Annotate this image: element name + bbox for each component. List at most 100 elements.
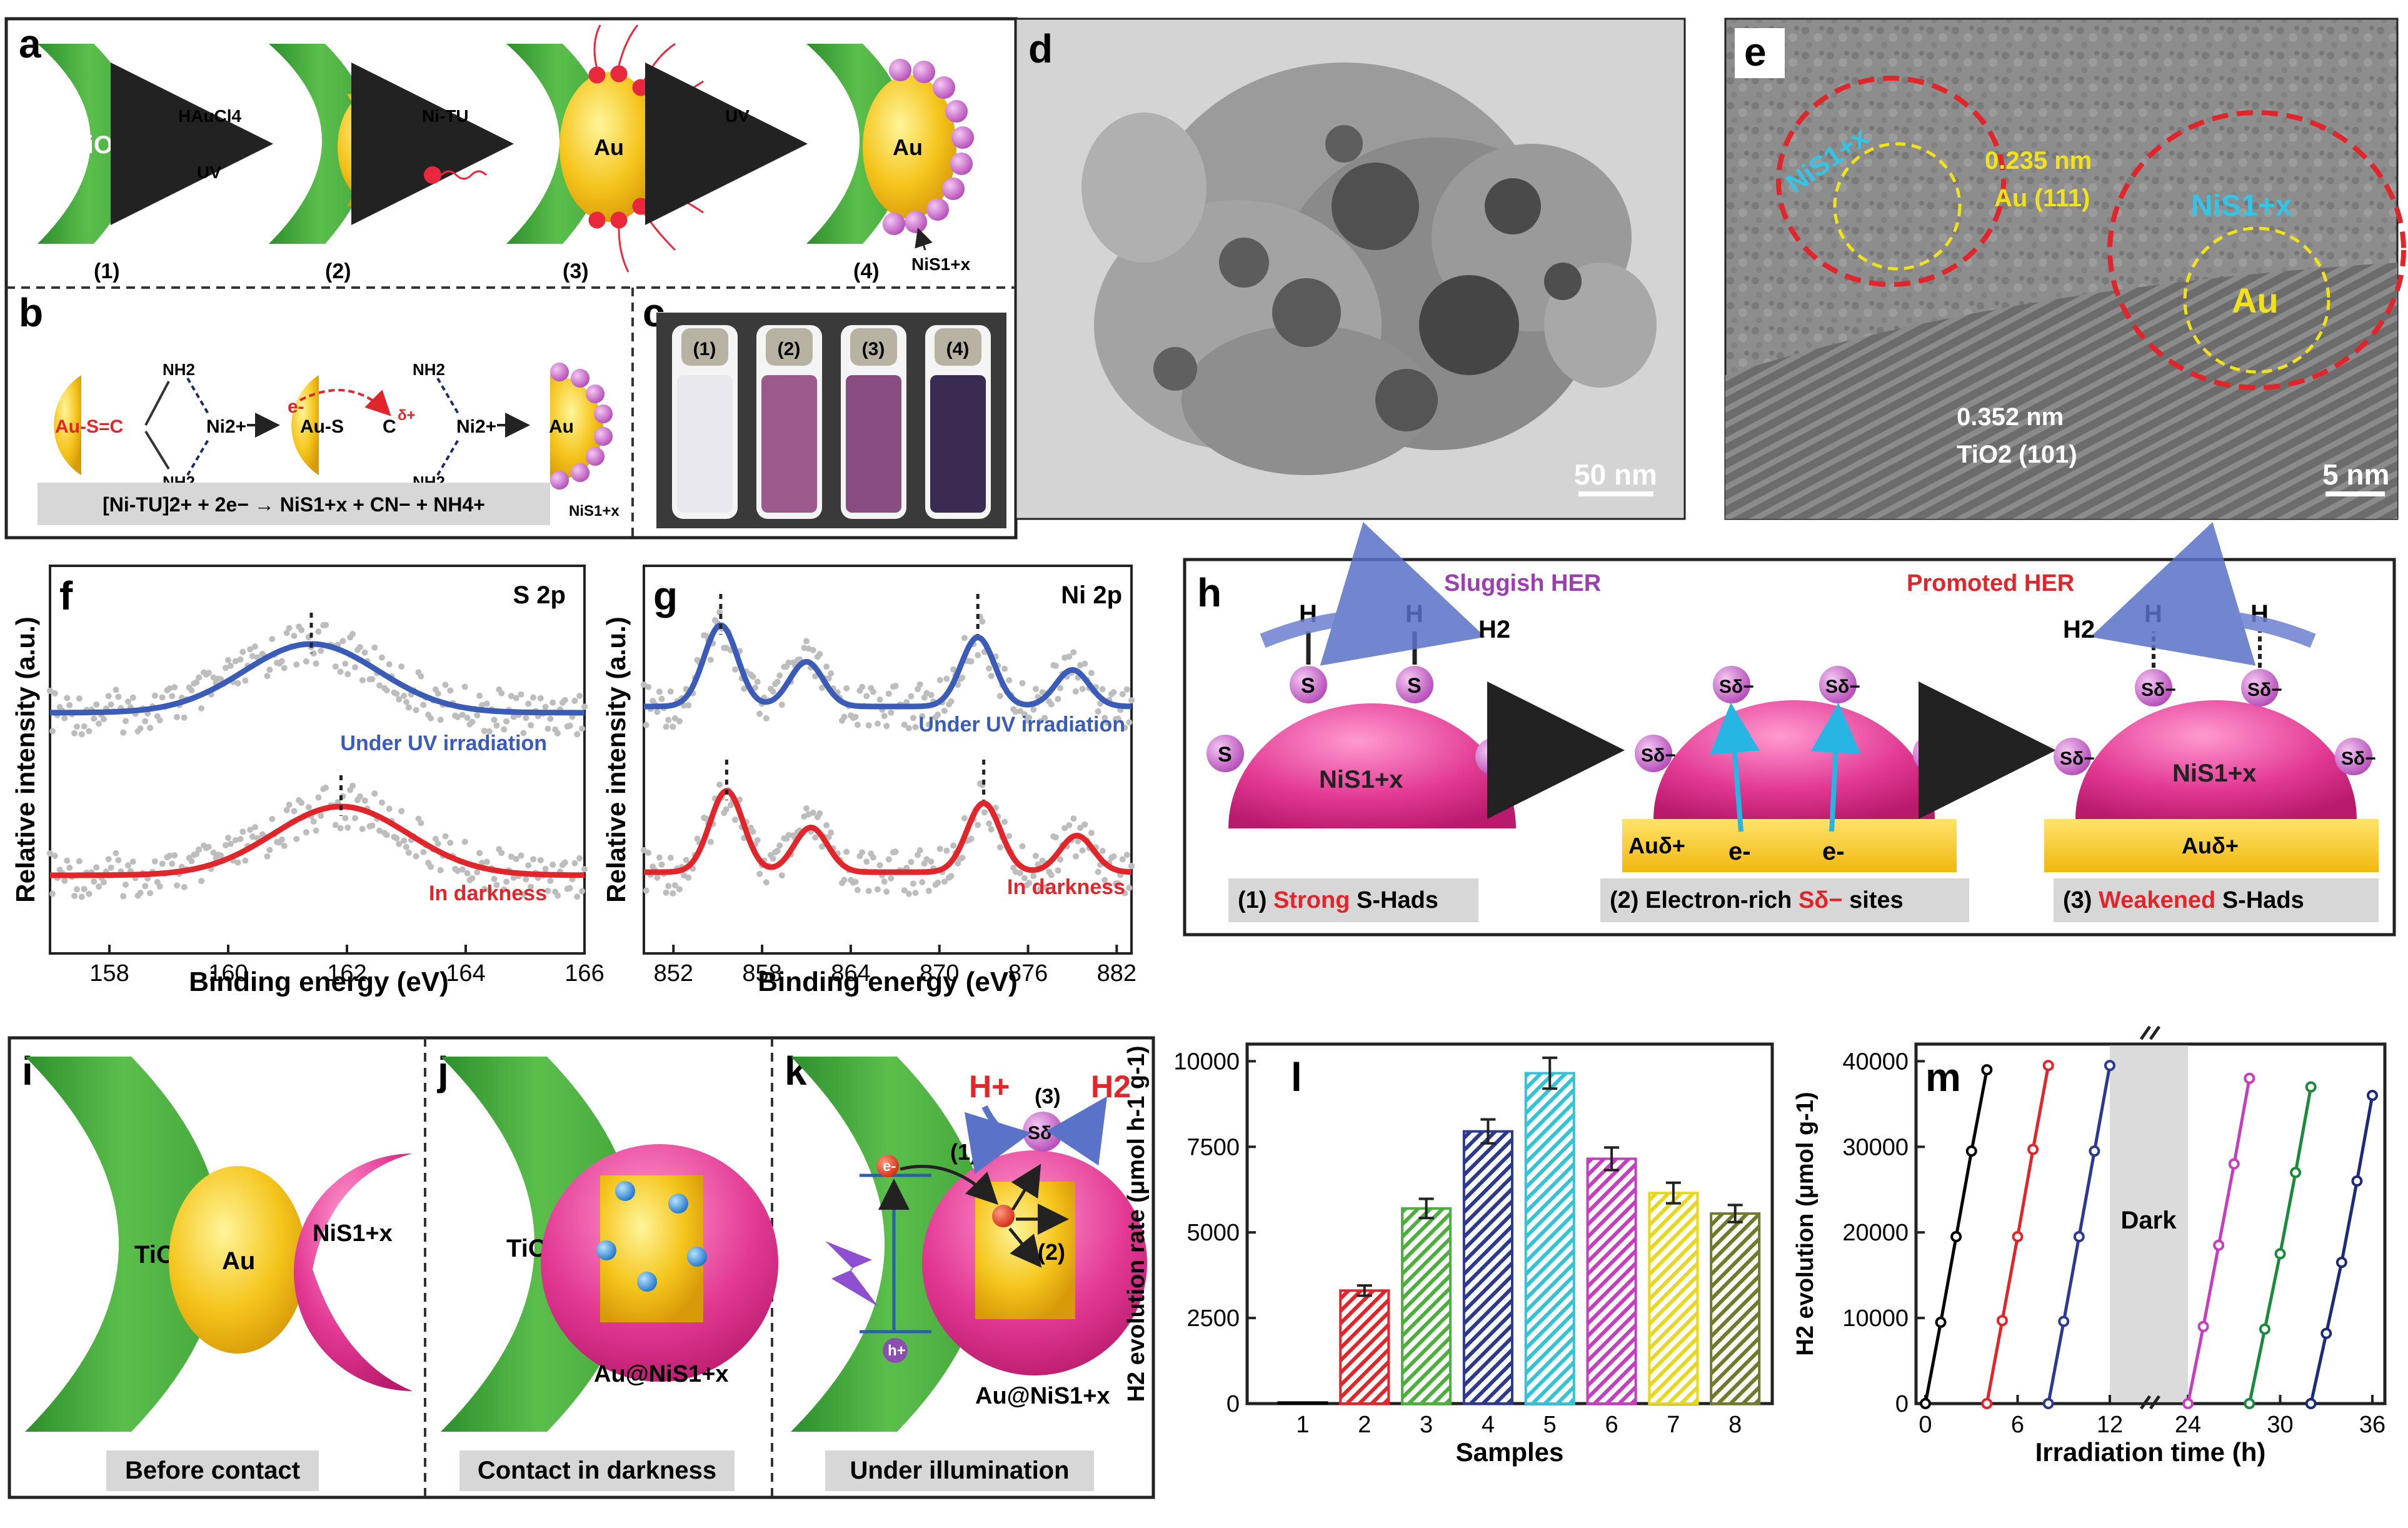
panel-letter-j: j xyxy=(437,1048,449,1093)
scatter-point xyxy=(566,722,573,729)
panel-h: h Sluggish HER Promoted HER NiS1+x S S S… xyxy=(1183,521,2396,937)
x-tick-label-858: 858 xyxy=(742,960,781,987)
scatter-point xyxy=(369,822,376,829)
scatter-point xyxy=(428,715,434,721)
scatter-point xyxy=(476,850,483,857)
scatter-point xyxy=(401,837,408,844)
scatter-point xyxy=(105,856,112,863)
scatter-point xyxy=(398,663,405,670)
lines-m: 0 10000 20000 30000 40000 0 6 12 24 30 36 Irradiati… xyxy=(1792,1025,2385,1467)
scatter-point xyxy=(883,723,890,730)
scatter-point xyxy=(1079,847,1086,854)
scatter-point xyxy=(151,858,158,865)
scatter-point xyxy=(401,693,408,700)
scatter-point xyxy=(1026,880,1033,887)
nitu-dot xyxy=(424,166,441,184)
scatter-point xyxy=(530,856,537,863)
scatter-point xyxy=(108,701,114,708)
scatter-point xyxy=(508,693,514,700)
scatter-point xyxy=(403,843,409,850)
scatter-point xyxy=(1019,680,1026,686)
fit-line-0 xyxy=(644,622,1132,710)
scatter-point xyxy=(870,854,876,861)
scatter-point xyxy=(1072,853,1079,860)
scatter-point xyxy=(571,697,578,704)
panel-letter-f: f xyxy=(59,573,73,618)
scatter-point xyxy=(571,860,578,867)
scatter-point xyxy=(825,675,832,681)
scatter-point xyxy=(756,710,763,717)
series-point-2 xyxy=(2104,1060,2115,1072)
scatter-point xyxy=(283,807,290,813)
scatter-point xyxy=(645,683,652,690)
scatter-point xyxy=(658,695,665,702)
scatter-point xyxy=(667,688,674,695)
au-s-label-2: Au-S xyxy=(300,416,344,437)
scatter-point xyxy=(525,700,532,707)
scatter-point xyxy=(137,725,144,732)
vial-cap-2 xyxy=(766,328,813,366)
scatter-point xyxy=(518,852,524,859)
scatter-point xyxy=(816,651,823,658)
au-s-label: Au-S=C xyxy=(55,416,123,437)
scatter-point xyxy=(305,804,312,811)
scatter-point xyxy=(581,703,588,710)
scatter-point xyxy=(479,860,486,867)
scatter-point xyxy=(925,721,932,728)
scatter-point xyxy=(876,696,883,703)
scatter-point xyxy=(1057,856,1064,863)
panel-letter-h: h xyxy=(1197,570,1222,615)
scatter-point xyxy=(234,859,241,866)
series-point-4 xyxy=(2244,1398,2255,1409)
series-point-1 xyxy=(1981,1398,1993,1409)
scatter-point xyxy=(912,890,919,897)
scatter-point xyxy=(581,866,588,873)
panel-f: f S 2p Relative intensity (a.u.) Binding… xyxy=(11,565,605,997)
scatter-point xyxy=(778,872,785,879)
scatter-point xyxy=(169,693,176,700)
s-h1b: S xyxy=(1301,674,1315,698)
scatter-point xyxy=(663,889,670,896)
vial-cap-3 xyxy=(850,328,897,366)
scatter-point xyxy=(1057,685,1064,691)
scatter-point xyxy=(223,842,229,848)
y-tick-label-0: 0 xyxy=(1895,1391,1909,1417)
series-point-4 xyxy=(2290,1167,2302,1179)
scatter-point xyxy=(78,893,85,900)
scatter-point xyxy=(975,822,981,828)
scatter-point xyxy=(503,878,510,885)
scatter-point xyxy=(454,867,461,874)
s-k: Sδ− xyxy=(1028,1123,1063,1143)
d-spacing-au-plane: Au (111) xyxy=(1994,184,2090,212)
scatter-point xyxy=(234,680,241,686)
scatter-point xyxy=(113,686,119,693)
scatter-point xyxy=(988,826,995,833)
scatter-point xyxy=(498,690,505,696)
scatter-point xyxy=(503,718,510,725)
scatter-point xyxy=(281,842,288,849)
scatter-point xyxy=(264,853,271,860)
panel-letter-l: l xyxy=(1291,1055,1302,1100)
bar-8 xyxy=(1710,1212,1761,1405)
scatter-point xyxy=(968,658,975,665)
scatter-point xyxy=(76,695,83,702)
panel-letter-b: b xyxy=(19,290,43,335)
scatter-point xyxy=(876,862,883,869)
scatter-point xyxy=(986,820,993,827)
scatter-point xyxy=(64,857,71,864)
y-tick-label-2500: 2500 xyxy=(1186,1305,1240,1332)
uv-label-1: UV xyxy=(197,163,221,182)
scatter-point xyxy=(237,656,244,663)
scatter-point xyxy=(676,886,683,893)
y-tick-label-0: 0 xyxy=(1227,1391,1240,1417)
scatter-point xyxy=(510,874,517,881)
scatter-point xyxy=(812,834,819,841)
vial-liquid-4 xyxy=(930,375,986,513)
bar-3 xyxy=(1401,1207,1452,1405)
scatter-point xyxy=(828,829,835,836)
scatter-point xyxy=(232,658,239,665)
scatter-point xyxy=(474,712,481,719)
scatter-point xyxy=(1126,885,1133,892)
scatter-point xyxy=(968,835,975,842)
scatter-point xyxy=(166,852,173,859)
